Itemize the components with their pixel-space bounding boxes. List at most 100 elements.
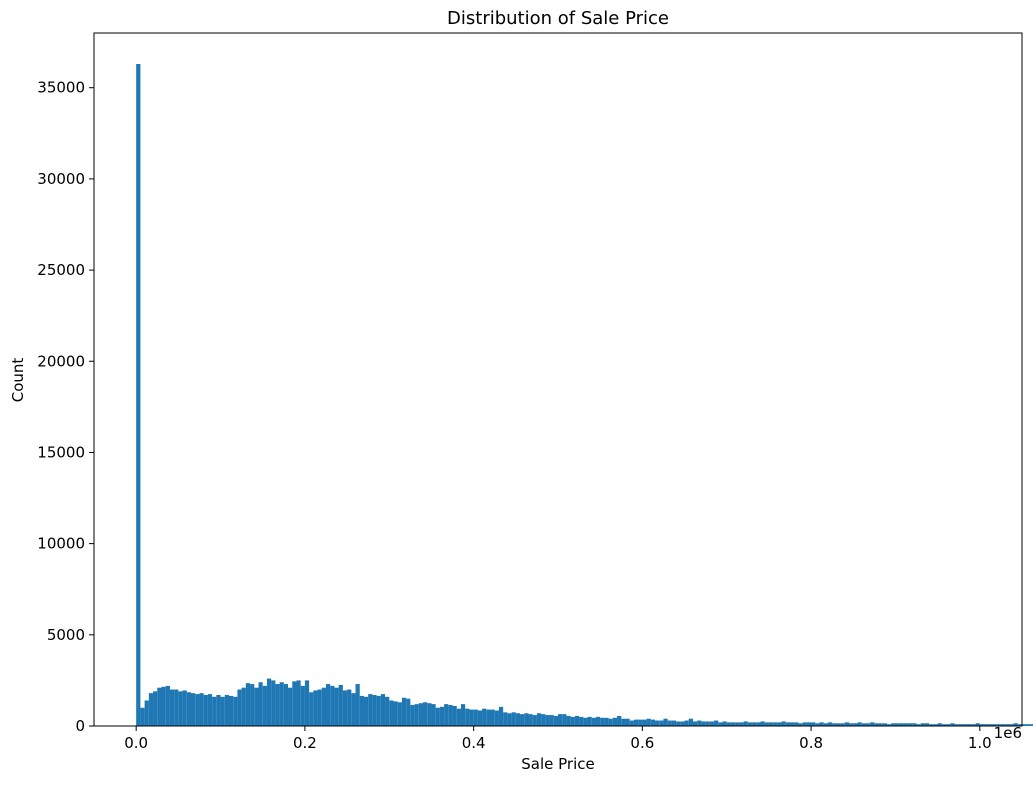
- histogram-bar: [262, 685, 267, 726]
- histogram-bar: [1030, 724, 1033, 726]
- histogram-bar: [612, 717, 618, 726]
- histogram-bar: [304, 680, 310, 726]
- histogram-bar: [785, 722, 790, 726]
- histogram-bar: [929, 724, 934, 726]
- histogram-bar: [195, 694, 200, 726]
- histogram-bar: [292, 681, 297, 726]
- histogram-bar: [899, 723, 904, 726]
- histogram-bar: [667, 720, 672, 726]
- histogram-bar: [937, 723, 942, 726]
- histogram-bar: [545, 715, 550, 726]
- histogram-bar: [992, 724, 997, 726]
- histogram-bar: [946, 724, 951, 726]
- histogram-bar: [756, 722, 761, 726]
- histogram-bar: [520, 714, 525, 726]
- x-tick-label: 0.6: [630, 734, 654, 752]
- histogram-bar: [359, 695, 364, 726]
- histogram-bar: [650, 719, 656, 726]
- histogram-bars: [136, 64, 1033, 726]
- histogram-bar: [1017, 724, 1022, 726]
- histogram-bar: [165, 685, 170, 726]
- histogram-bar: [562, 714, 567, 726]
- histogram-bar: [418, 703, 424, 726]
- histogram-bar: [638, 719, 643, 726]
- histogram-bar: [347, 689, 352, 726]
- histogram-bar: [760, 721, 765, 726]
- histogram-bar: [423, 702, 428, 726]
- histogram-bar: [431, 704, 436, 726]
- histogram-bar: [916, 724, 921, 726]
- histogram-bar: [435, 707, 440, 726]
- histogram-bar: [296, 680, 301, 726]
- y-axis-label: Count: [9, 358, 27, 403]
- histogram-bar: [169, 689, 175, 726]
- histogram-bar: [671, 720, 677, 726]
- histogram-bar: [874, 723, 879, 726]
- histogram-bar: [233, 696, 238, 726]
- histogram-bar: [245, 683, 251, 726]
- histogram-bar: [870, 722, 875, 726]
- histogram-bar: [950, 723, 955, 726]
- histogram-bar: [958, 724, 963, 726]
- histogram-bar: [330, 685, 335, 726]
- histogram-bar: [220, 696, 225, 726]
- histogram-bar: [583, 717, 588, 726]
- histogram-bar: [532, 715, 537, 726]
- histogram-bar: [136, 64, 141, 726]
- histogram-bar: [444, 704, 449, 726]
- histogram-bar: [747, 722, 753, 726]
- histogram-bar: [482, 708, 487, 726]
- histogram-bar: [456, 708, 461, 726]
- histogram-bar: [207, 694, 213, 726]
- histogram-bar: [688, 718, 693, 726]
- histogram-bar: [266, 678, 272, 726]
- histogram-bar: [984, 724, 989, 726]
- histogram-bar: [617, 715, 622, 726]
- histogram-bar: [790, 722, 795, 726]
- histogram-bar: [410, 705, 415, 726]
- histogram-bar: [967, 724, 972, 726]
- y-tick-label: 5000: [47, 626, 85, 644]
- histogram-bar: [1009, 724, 1014, 726]
- histogram-bar: [680, 721, 685, 726]
- histogram-bar: [832, 723, 837, 726]
- histogram-bar: [477, 710, 483, 726]
- histogram-bar: [191, 693, 196, 726]
- histogram-bar: [794, 722, 799, 726]
- histogram-bar: [186, 692, 192, 726]
- histogram-bar: [941, 724, 947, 726]
- histogram-bar: [237, 689, 242, 726]
- histogram-bar: [730, 722, 736, 726]
- x-tick-label: 1.0: [968, 734, 992, 752]
- histogram-bar: [199, 693, 204, 726]
- histogram-bar: [498, 706, 504, 726]
- histogram-bar: [1026, 724, 1031, 726]
- y-tick-label: 35000: [37, 79, 85, 97]
- histogram-bar: [549, 715, 554, 726]
- y-tick-label: 30000: [37, 170, 85, 188]
- histogram-bar: [587, 716, 592, 726]
- histogram-bar: [819, 722, 824, 726]
- histogram-bar: [933, 724, 938, 726]
- y-tick-label: 25000: [37, 261, 85, 279]
- histogram-bar: [861, 723, 866, 726]
- histogram-bar: [954, 724, 959, 726]
- histogram-bar: [646, 718, 651, 726]
- histogram-bar: [427, 703, 432, 726]
- histogram-bar: [338, 684, 343, 726]
- histogram-bar: [1022, 724, 1027, 726]
- histogram-bar: [368, 694, 373, 726]
- histogram-bar: [288, 687, 293, 726]
- histogram-bar: [692, 721, 698, 726]
- histogram-bar: [393, 701, 398, 726]
- histogram-bar: [920, 723, 925, 726]
- histogram-bar: [903, 723, 909, 726]
- histogram-bar: [798, 723, 803, 726]
- histogram-bar: [258, 682, 263, 726]
- histogram-bar: [608, 718, 613, 726]
- histogram-bar: [439, 706, 445, 726]
- histogram-bar: [414, 704, 419, 726]
- histogram-bar: [254, 687, 259, 726]
- histogram-bar: [722, 721, 727, 726]
- histogram-bar: [962, 724, 968, 726]
